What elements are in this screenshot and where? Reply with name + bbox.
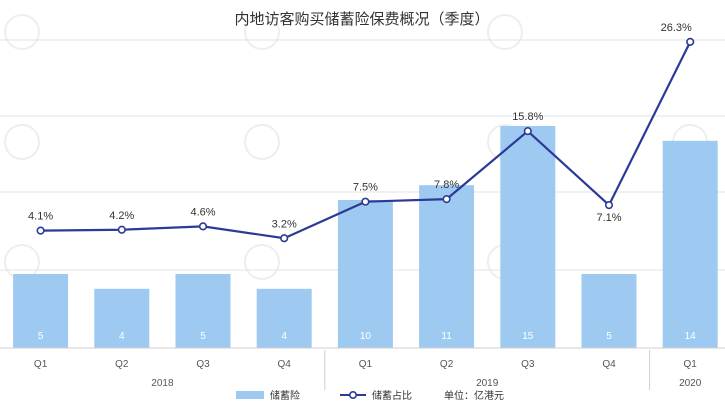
bar-value-label: 5 bbox=[200, 331, 206, 342]
ratio-point bbox=[523, 127, 532, 136]
bar-value-label: 10 bbox=[360, 331, 372, 342]
ratio-line: 4.1% 4.2% 4.6% 3.2% 7.5% 7.8% 15.8% 7.1% 26.3% bbox=[28, 22, 695, 243]
ratio-label: 15.8% bbox=[512, 111, 543, 123]
watermark-mark bbox=[487, 14, 523, 50]
watermark-mark bbox=[4, 14, 40, 50]
ratio-label: 26.3% bbox=[661, 22, 692, 34]
x-tick-label: Q4 bbox=[602, 359, 616, 370]
ratio-point bbox=[604, 201, 614, 210]
bar bbox=[94, 288, 150, 348]
ratio-point bbox=[361, 197, 370, 206]
x-tick-label: Q4 bbox=[278, 359, 292, 370]
x-tick-label: Q3 bbox=[196, 359, 210, 370]
bar-value-label: 4 bbox=[119, 331, 125, 342]
x-axis: Q1 Q2 Q3 Q4 Q1 Q2 Q3 Q4 Q1 2018 2019 2020 bbox=[0, 347, 725, 390]
watermark-mark bbox=[4, 244, 40, 280]
watermark-mark bbox=[244, 244, 280, 280]
unit-note: 单位：亿港元 bbox=[444, 389, 504, 402]
bar bbox=[13, 274, 69, 348]
bar-value-label: 4 bbox=[281, 331, 287, 342]
ratio-label: 4.1% bbox=[28, 211, 53, 223]
bar bbox=[662, 140, 718, 348]
bar bbox=[256, 288, 312, 348]
ratio-label: 7.1% bbox=[596, 212, 621, 224]
ratio-point bbox=[686, 37, 695, 47]
ratio-point bbox=[280, 234, 289, 243]
bar bbox=[337, 200, 393, 348]
legend: 储蓄险 储蓄占比 单位：亿港元 bbox=[236, 389, 504, 402]
legend-swatch-bar bbox=[236, 391, 264, 399]
x-tick-label: Q1 bbox=[359, 359, 373, 370]
bar-value-label: 11 bbox=[441, 331, 452, 342]
ratio-point bbox=[117, 225, 126, 234]
x-tick-label: Q1 bbox=[34, 359, 48, 370]
bar-value-label: 14 bbox=[685, 331, 697, 342]
ratio-label: 7.5% bbox=[353, 182, 378, 194]
legend-swatch-marker bbox=[348, 390, 357, 399]
bar-value-label: 5 bbox=[606, 331, 612, 342]
x-tick-label: Q2 bbox=[440, 359, 454, 370]
ratio-label: 3.2% bbox=[272, 218, 297, 230]
watermark-mark bbox=[244, 124, 280, 160]
ratio-label: 4.6% bbox=[190, 206, 215, 218]
watermark-mark bbox=[4, 124, 40, 160]
ratio-point bbox=[198, 222, 208, 231]
x-tick-label: Q3 bbox=[521, 359, 535, 370]
bar bbox=[500, 126, 556, 348]
year-group-label: 2018 bbox=[151, 378, 174, 389]
year-group-label: 2020 bbox=[679, 378, 702, 389]
x-tick-label: Q2 bbox=[115, 359, 129, 370]
bar bbox=[419, 185, 475, 348]
bar bbox=[581, 274, 637, 348]
bar-value-labels: 5 4 5 4 10 11 15 5 14 bbox=[38, 331, 696, 342]
bar-value-label: 15 bbox=[522, 331, 534, 342]
bar-value-label: 5 bbox=[38, 331, 44, 342]
bar bbox=[175, 274, 231, 348]
legend-label-bar: 储蓄险 bbox=[270, 389, 300, 402]
ratio-point bbox=[442, 195, 451, 204]
x-tick-label: Q1 bbox=[684, 359, 698, 370]
ratio-label: 4.2% bbox=[109, 210, 134, 222]
legend-label-line: 储蓄占比 bbox=[372, 389, 412, 402]
watermark-mark bbox=[244, 14, 280, 50]
chart-title: 内地访客购买储蓄险保费概况（季度） bbox=[234, 11, 489, 28]
ratio-label: 7.8% bbox=[434, 179, 459, 191]
bars bbox=[13, 126, 718, 348]
ratio-point bbox=[36, 226, 45, 235]
year-group-label: 2019 bbox=[476, 378, 499, 389]
